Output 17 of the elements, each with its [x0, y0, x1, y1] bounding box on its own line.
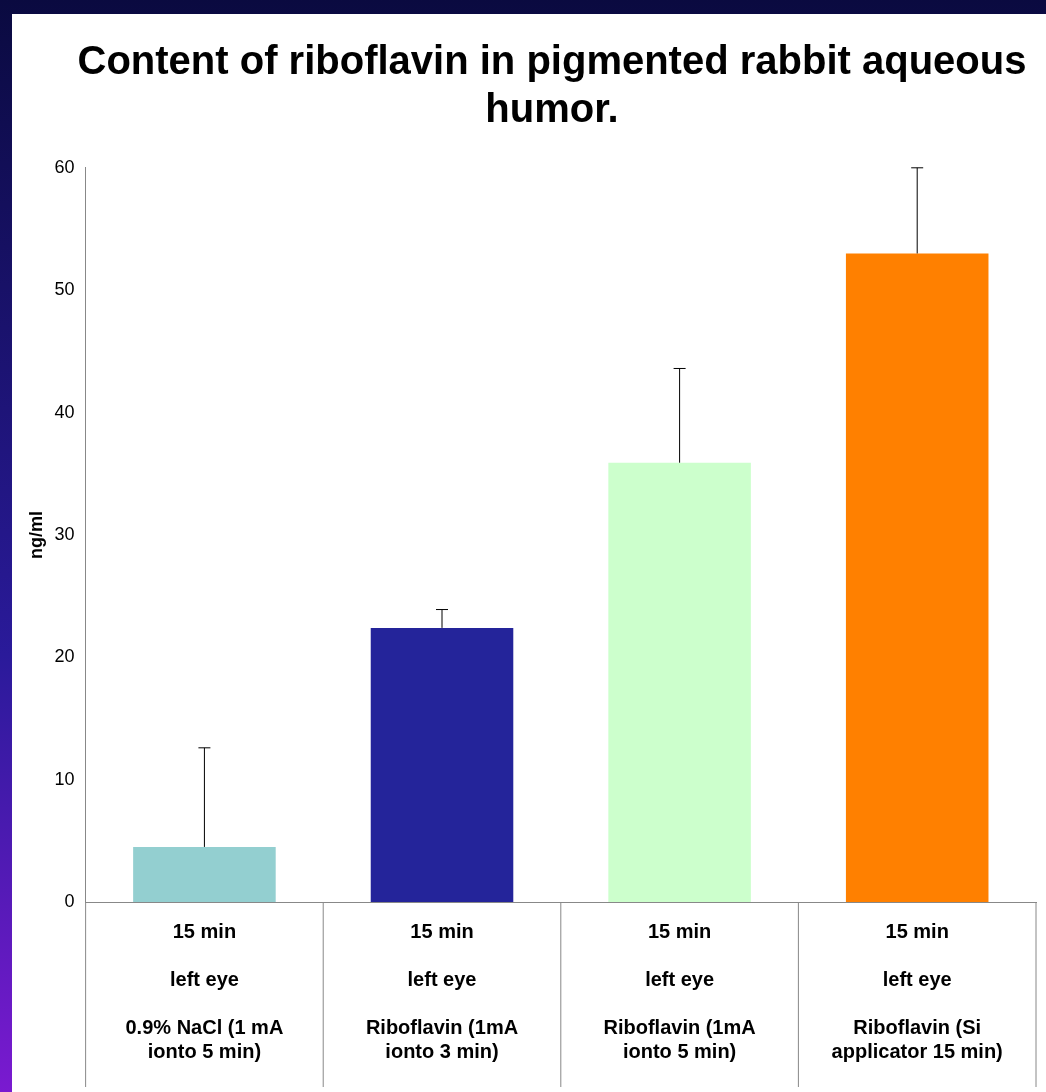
y-tick-label: 20	[54, 646, 75, 667]
y-tick-label: 60	[54, 156, 75, 177]
y-tick-label: 40	[54, 401, 75, 422]
category-label: 15 min left eye Riboflavin (1mA ionto 5 min)	[603, 919, 756, 1062]
category-label: 15 min left eye Riboflavin (1mA ionto 3 min)	[365, 919, 519, 1062]
y-tick-label: 10	[54, 768, 75, 789]
category-label: 15 min left eye 0.9% NaCl (1 mA ionto 5 min)	[125, 919, 284, 1062]
bar	[370, 627, 514, 902]
y-tick-label: 50	[54, 279, 75, 300]
bar	[845, 253, 989, 902]
category-label: 15 min left eye Riboflavin (Si applicator 15 min)	[831, 919, 1003, 1062]
y-tick-label: 30	[54, 523, 75, 544]
y-axis-title: ng/ml	[25, 510, 46, 559]
chart-title: Content of riboflavin in pigmented rabbit aqueous humor.	[76, 37, 1028, 132]
bar	[608, 462, 751, 902]
bar	[133, 846, 276, 902]
y-tick-label: 0	[64, 890, 75, 911]
